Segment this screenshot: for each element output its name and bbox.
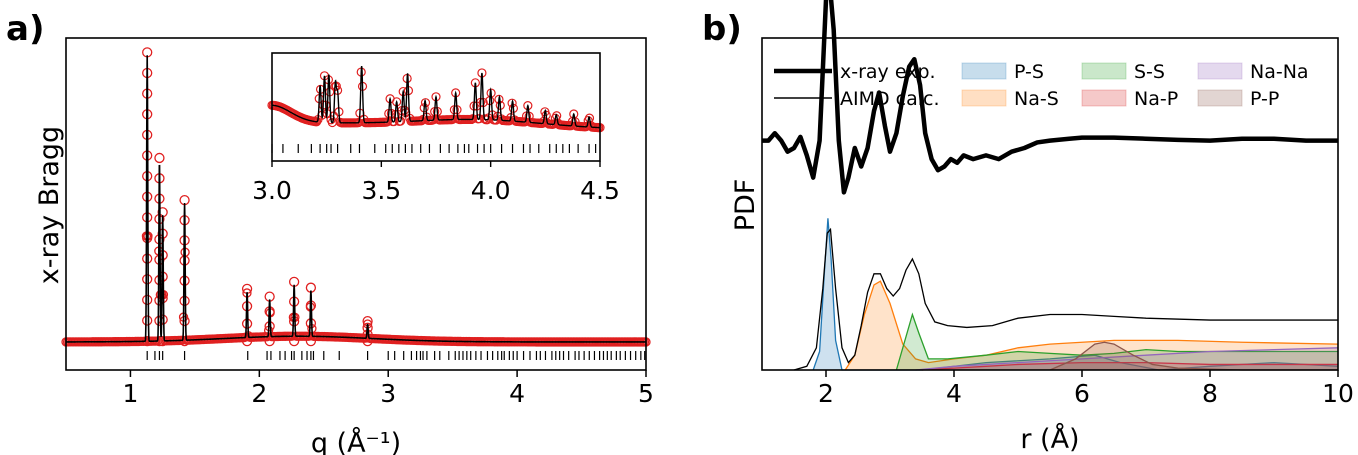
a-inset-x-tick-label: 3.5 [361, 176, 401, 205]
a-y-axis-label: x-ray Bragg [34, 126, 65, 284]
b-legend-label: S-S [1134, 61, 1165, 83]
panel-b-label: b) [702, 9, 742, 49]
b-legend-swatch [1197, 62, 1243, 80]
b-x-tick-label: 6 [1074, 379, 1090, 408]
a-observed-point [179, 295, 190, 306]
b-partial-fill-na-s [845, 281, 1338, 370]
a-x-tick-label: 3 [380, 379, 396, 408]
b-legend-label: Na-S [1014, 88, 1059, 110]
a-observed-point [305, 335, 317, 347]
b-legend-label: P-P [1250, 88, 1279, 110]
a-observed-point [362, 335, 373, 347]
b-legend-swatch [1081, 89, 1127, 107]
b-x-tick-label: 10 [1322, 379, 1354, 408]
a-x-tick-label: 2 [251, 379, 267, 408]
a-observed-point [157, 314, 168, 325]
a-x-axis-label: q (Å⁻¹) [311, 427, 401, 455]
b-legend-label: AIMD calc. [840, 88, 940, 110]
a-observed-point [288, 335, 300, 347]
a-inset-x-tick-label: 4.0 [471, 176, 511, 205]
b-legend-label: Na-Na [1250, 61, 1309, 83]
a-inset-x-tick-label: 4.5 [580, 176, 620, 205]
a-inset-observed-point [395, 116, 406, 126]
b-legend: x-ray exp. AIMD calc. P-S Na-S S-S Na-P Na-Na P… [774, 61, 1309, 110]
a-observed-point [142, 253, 153, 264]
b-plot-frame [761, 37, 1339, 371]
a-inset-data [267, 65, 605, 153]
b-partial-fill-na-na [915, 347, 1338, 370]
a-observed-point [154, 152, 165, 164]
a-x-tick-label: 1 [122, 379, 138, 408]
a-inset-x-tick-label: 3.0 [252, 176, 292, 205]
a-plot-frame [65, 37, 647, 371]
a-observed-point [142, 315, 153, 326]
b-partial-line-na-p [921, 361, 1338, 371]
a-calculated-line [66, 55, 646, 343]
a-inset: 3.0 3.5 4.0 4.5 [252, 52, 620, 205]
a-inset-calculated-line [272, 65, 600, 129]
b-legend-label: P-S [1014, 61, 1044, 83]
b-legend-swatch [1197, 89, 1243, 107]
a-data-layer [61, 47, 651, 347]
a-observed-point [264, 335, 275, 347]
b-aimd-calc-line [793, 227, 1338, 371]
b-partial-line-na-na [915, 347, 1339, 371]
b-x-tick-label: 8 [1202, 379, 1218, 408]
b-x-tick-label: 4 [946, 379, 962, 408]
a-reflection-ticks [146, 351, 646, 360]
b-x-ticks: 2 4 6 8 10 [818, 370, 1354, 408]
a-observed-point [142, 294, 153, 306]
b-legend-label: x-ray exp. [840, 61, 936, 83]
panel-a-chart: 1 2 3 4 5 q (Å⁻¹) x-ray Bragg 3.0 3.5 4.0 4.5 [34, 37, 654, 455]
a-observed-point [241, 335, 253, 347]
a-observed-point [142, 274, 153, 285]
b-legend-label: Na-P [1134, 88, 1178, 110]
b-xray-exp-line [762, 0, 1338, 195]
b-legend-swatch [961, 62, 1007, 80]
a-x-tick-label: 4 [509, 379, 525, 408]
a-x-tick-label: 5 [638, 379, 654, 408]
a-inset-x-ticks: 3.0 3.5 4.0 4.5 [252, 161, 620, 205]
b-x-axis-label: r (Å) [1020, 423, 1079, 455]
panel-b-chart: 2 4 6 8 10 r (Å) PDF x-ray exp. AIMD calc. P-S… [730, 0, 1354, 455]
panel-a-label: a) [6, 9, 44, 49]
b-partial-fill-s-s [896, 314, 1338, 370]
b-y-axis-label: PDF [730, 179, 761, 232]
b-partial-line-p-p [1049, 341, 1338, 371]
b-partial-line-na-s [844, 280, 1339, 371]
a-inset-observed-point [389, 116, 399, 127]
a-x-ticks: 1 2 3 4 5 [122, 370, 654, 408]
b-data-layer [762, 0, 1339, 371]
b-legend-swatch [1081, 62, 1127, 80]
b-legend-swatch [961, 89, 1007, 107]
b-x-tick-label: 2 [818, 379, 834, 408]
a-observed-point [179, 315, 190, 327]
a-inset-frame [271, 52, 601, 162]
b-partial-line-s-s [895, 312, 1338, 371]
